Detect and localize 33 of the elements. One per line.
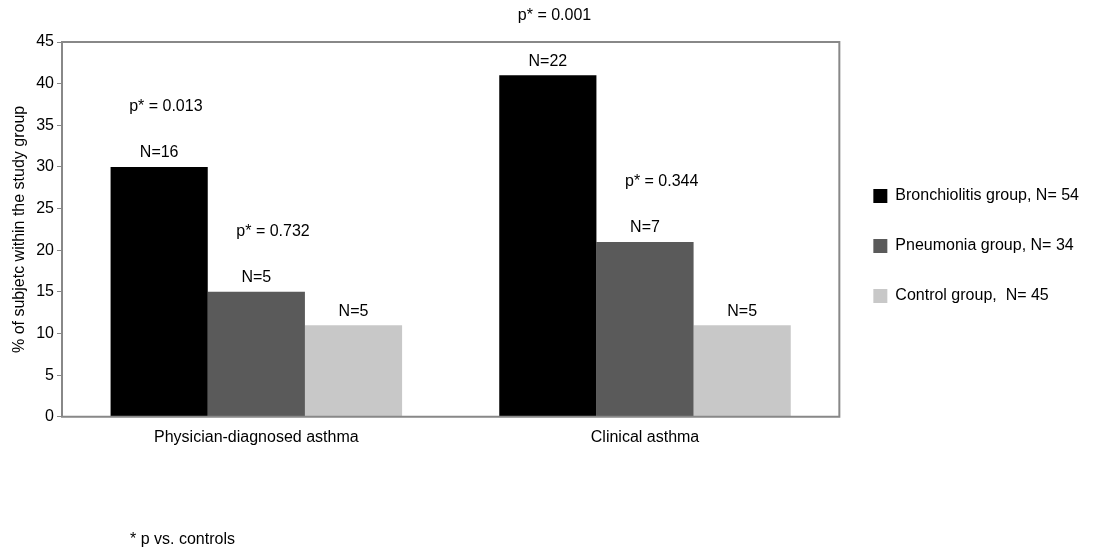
- y-tick-label: 10: [36, 323, 55, 341]
- bar: [596, 241, 694, 417]
- annotation: N=5: [241, 268, 272, 286]
- y-tick-label: 0: [45, 407, 55, 425]
- x-tick-label: Physician-diagnosed asthma: [154, 427, 359, 445]
- y-tick-label: 20: [36, 240, 55, 258]
- legend-label: Control group, N= 45: [895, 286, 1049, 304]
- legend-label: Bronchiolitis group, N= 54: [895, 186, 1080, 204]
- bar: [693, 325, 791, 417]
- annotation: N=16: [139, 143, 179, 161]
- annotation: p* = 0.732: [236, 222, 310, 240]
- bar: [110, 166, 208, 417]
- y-tick-label: 25: [36, 198, 55, 216]
- bar: [304, 325, 403, 417]
- legend-label: Pneumonia group, N= 34: [895, 236, 1074, 254]
- annotation: p* = 0.013: [129, 97, 203, 115]
- annotation: N=5: [727, 301, 758, 319]
- annotation: p* = 0.344: [625, 172, 699, 190]
- text: p* = 0.001: [517, 5, 592, 23]
- y-tick-label: 30: [36, 157, 55, 175]
- y-tick-label: 35: [36, 115, 55, 133]
- text: * p vs. controls: [130, 530, 235, 548]
- annotation: N=22: [528, 51, 568, 69]
- y-tick-label: 40: [36, 74, 55, 92]
- y-tick-label: 45: [36, 32, 55, 50]
- bar: [499, 75, 597, 417]
- x-tick-label: Clinical asthma: [590, 427, 700, 445]
- y-tick-label: 15: [36, 282, 55, 300]
- y-tick-label: 5: [45, 365, 55, 383]
- annotation: N=5: [338, 301, 369, 319]
- annotation: N=7: [630, 218, 661, 236]
- y-axis-title: % of subjetc within the study group: [10, 105, 28, 354]
- bar: [207, 291, 305, 417]
